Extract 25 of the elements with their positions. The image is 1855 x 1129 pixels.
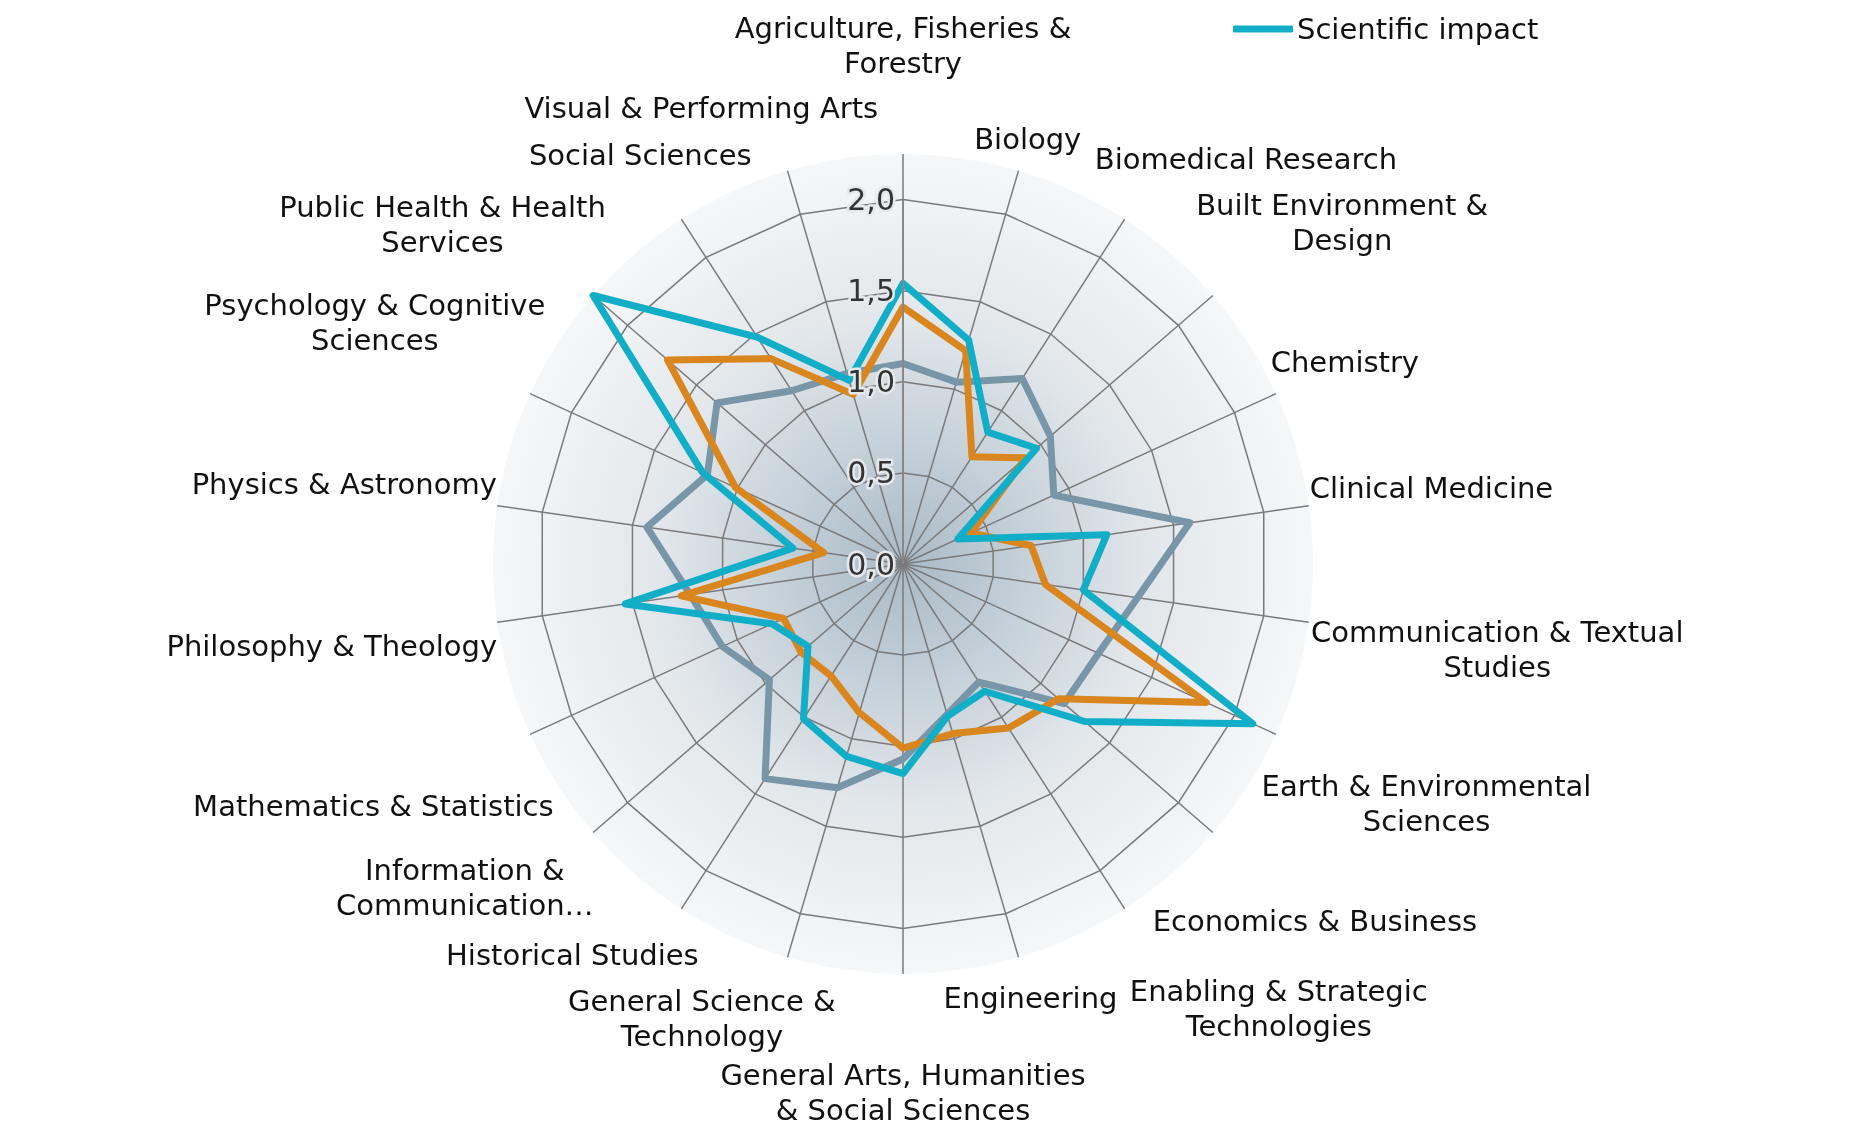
spoke-label: Clinical Medicine [1309, 471, 1554, 506]
spoke-label: General Science & Technology [567, 984, 836, 1054]
spoke-label: Physics & Astronomy [191, 466, 497, 501]
spoke-label: Visual & Performing Arts [524, 91, 879, 126]
spoke-label: Built Environment & Design [1196, 187, 1489, 257]
spoke-label: Psychology & Cognitive Sciences [204, 288, 546, 358]
spoke-label: General Arts, Humanities & Social Sciences [720, 1057, 1086, 1127]
spoke-label: Mathematics & Statistics [193, 789, 554, 824]
y-tick-label: 0,0 [847, 546, 895, 582]
spoke-label: Public Health & Health Services [279, 190, 606, 260]
spoke-label: Engineering [943, 981, 1118, 1016]
spoke-label: Historical Studies [446, 938, 699, 973]
spoke-label: Biology [974, 122, 1082, 157]
spoke-label: Biomedical Research [1094, 141, 1398, 176]
spoke-label: Philosophy & Theology [166, 629, 498, 664]
spoke-label: Agriculture, Fisheries & Forestry [734, 10, 1072, 80]
spoke-label: Chemistry [1270, 345, 1420, 380]
spoke-label: Economics & Business [1152, 904, 1478, 939]
y-tick-label: 0,5 [847, 455, 895, 491]
spoke-label: Information & Communication… [336, 852, 594, 922]
spoke-label: Enabling & Strategic Technologies [1129, 973, 1428, 1043]
spoke-label: Social Sciences [528, 138, 752, 173]
spoke-label: Communication & Textual Studies [1310, 615, 1684, 685]
legend-label: Scientific impact [1297, 12, 1539, 46]
spoke-label: Earth & Environmental Sciences [1261, 768, 1592, 838]
